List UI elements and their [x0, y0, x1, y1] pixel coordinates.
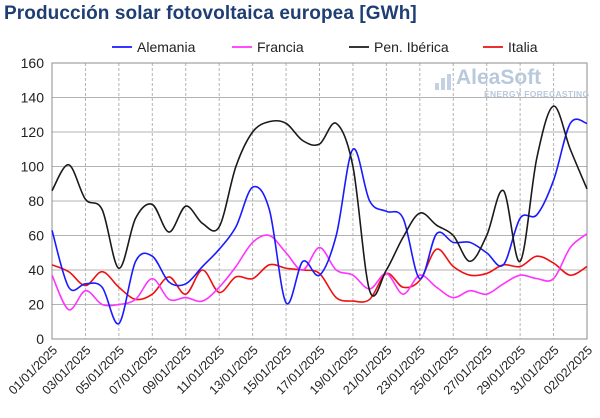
- chart-title: Producción solar fotovoltaica europea [G…: [4, 3, 417, 24]
- aleasoft-logo: AleaSoft ENERGY FORECASTING: [434, 66, 589, 100]
- legend-label-italia: Italia: [508, 39, 538, 55]
- legend-label-pen-ib-rica: Pen. Ibérica: [374, 39, 449, 55]
- logo-tagline: ENERGY FORECASTING: [484, 89, 590, 99]
- y-tick-label: 140: [21, 90, 45, 106]
- y-tick-label: 20: [28, 297, 44, 313]
- series-lines: [51, 105, 588, 325]
- grid: [51, 62, 588, 340]
- aleasoft-logo-icon: [435, 74, 451, 90]
- y-tick-label: 120: [21, 124, 45, 140]
- legend-label-francia: Francia: [257, 39, 304, 55]
- y-tick-label: 40: [28, 262, 44, 278]
- plot-border: [51, 62, 588, 340]
- legend-label-alemania: Alemania: [137, 39, 196, 55]
- y-tick-label: 60: [28, 228, 44, 244]
- series-line-alemania: [51, 118, 588, 325]
- y-tick-label: 0: [36, 331, 44, 347]
- series-line-francia: [51, 233, 588, 311]
- logo-name: AleaSoft: [456, 66, 542, 89]
- y-tick-label: 160: [21, 55, 45, 71]
- series-line-pen-ib-rica: [51, 105, 588, 297]
- axes: 02040608010012014016001/01/202503/01/202…: [6, 55, 595, 397]
- y-tick-label: 80: [28, 193, 44, 209]
- series-line-italia: [51, 248, 588, 303]
- y-tick-label: 100: [21, 159, 45, 175]
- legend: Alemania Francia Pen. Ibérica Italia: [112, 39, 538, 55]
